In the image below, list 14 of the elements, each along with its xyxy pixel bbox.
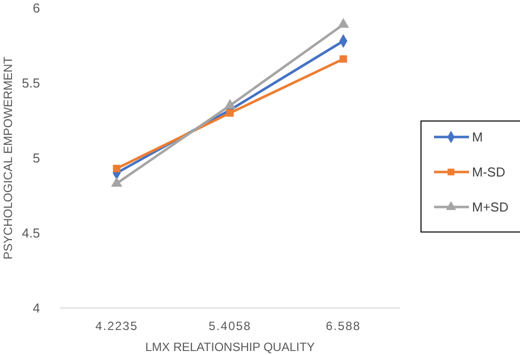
y-tick-label: 6: [32, 0, 40, 16]
x-tick-label: 6.588: [326, 319, 361, 333]
y-tick-label: 5.5: [22, 76, 40, 91]
point: [340, 55, 348, 63]
y-tick-label: 4: [32, 300, 40, 316]
y-tick-label: 4.5: [22, 226, 40, 241]
x-tick-label: 4.2235: [95, 319, 138, 333]
legend-label: M-SD: [472, 164, 506, 180]
x-tick-label: 5.4058: [208, 319, 252, 333]
y-tick-label: 5: [32, 150, 40, 166]
legend-label: M+SD: [472, 200, 508, 215]
y-axis-title: PSYCHOLOGICAL EMPOWERMENT: [1, 56, 15, 260]
legend-label: M: [472, 130, 483, 145]
x-axis-title: LMX RELATIONSHIP QUALITY: [145, 340, 315, 354]
